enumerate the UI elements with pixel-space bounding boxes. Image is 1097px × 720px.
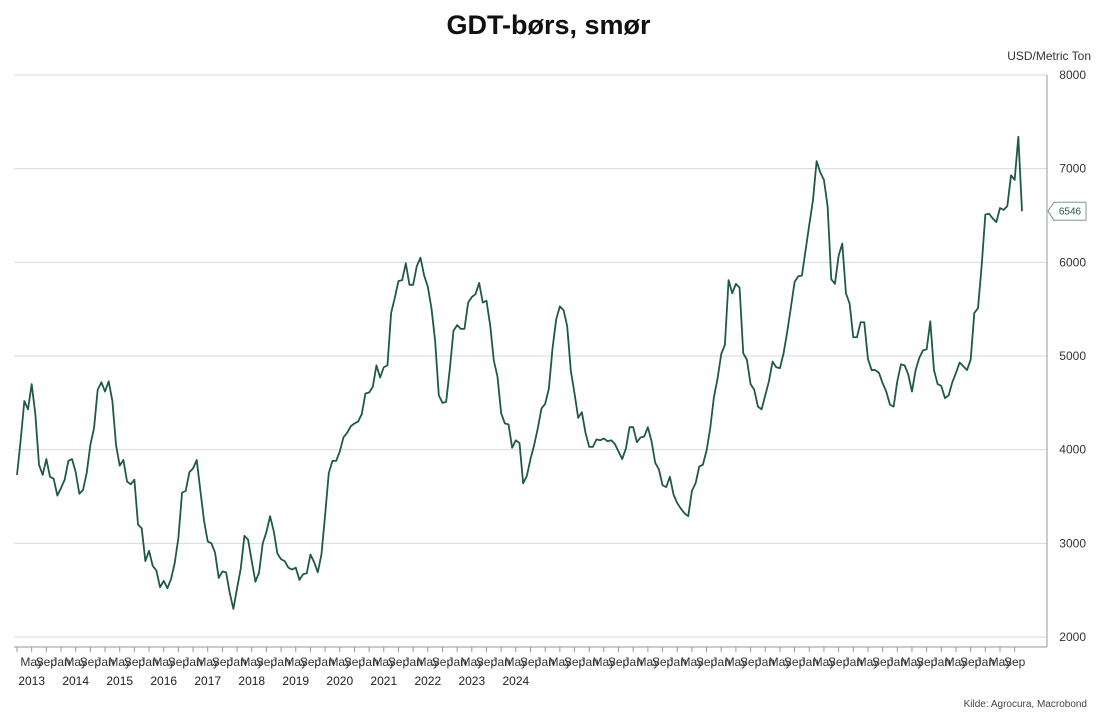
y-tick-label-3000: 3000 <box>1059 536 1086 550</box>
last-value-label: 6546 <box>1059 207 1082 218</box>
x-tick-label-216: Jan <box>800 655 819 669</box>
x-tick-label-96: Jan <box>359 655 378 669</box>
x-tick-label-140: Sep <box>520 655 542 669</box>
x-tick-label-44: Sep <box>168 655 190 669</box>
axes <box>14 75 1048 652</box>
tick-labels: 2000300040005000600070008000MaySepJanMay… <box>18 68 1087 688</box>
x-tick-label-56: Sep <box>212 655 234 669</box>
x-tick-label-124: May <box>460 655 483 669</box>
series-layer <box>16 135 1023 610</box>
x-tick-label-228: Jan <box>844 655 863 669</box>
y-axis-unit-label: USD/Metric Ton <box>1007 49 1091 63</box>
x-tick-label-248: Sep <box>916 655 938 669</box>
year-label-2015: 2015 <box>106 674 133 688</box>
x-tick-label-52: May <box>196 655 219 669</box>
x-tick-label-220: May <box>813 655 836 669</box>
x-tick-label-232: May <box>857 655 880 669</box>
x-tick-label-20: Sep <box>80 655 102 669</box>
source-label: Kilde: Agrocura, Macrobond <box>963 699 1087 710</box>
chart-title: GDT-børs, smør <box>446 10 651 40</box>
year-label-2017: 2017 <box>194 674 221 688</box>
year-label-2021: 2021 <box>370 674 397 688</box>
x-tick-label-132: Jan <box>491 655 510 669</box>
x-tick-label-256: May <box>945 655 968 669</box>
y-tick-label-2000: 2000 <box>1059 630 1086 644</box>
x-tick-label-264: Jan <box>976 655 995 669</box>
x-tick-label-24: Jan <box>95 655 114 669</box>
x-tick-label-196: May <box>725 655 748 669</box>
x-tick-label-36: Jan <box>139 655 158 669</box>
x-tick-label-160: May <box>593 655 616 669</box>
year-label-2020: 2020 <box>326 674 353 688</box>
year-label-2019: 2019 <box>282 674 309 688</box>
x-tick-label-176: Sep <box>652 655 674 669</box>
y-tick-label-6000: 6000 <box>1059 255 1086 269</box>
x-tick-label-208: May <box>769 655 792 669</box>
x-tick-label-104: Sep <box>388 655 410 669</box>
x-tick-label-268: May <box>989 655 1012 669</box>
series-line <box>16 135 1023 610</box>
x-tick-label-204: Jan <box>756 655 775 669</box>
x-tick-label-164: Sep <box>608 655 630 669</box>
x-tick-label-32: Sep <box>124 655 146 669</box>
y-tick-label-5000: 5000 <box>1059 349 1086 363</box>
year-label-2024: 2024 <box>502 674 529 688</box>
x-tick-label-136: May <box>504 655 527 669</box>
x-tick-label-272: Sep <box>1004 655 1026 669</box>
x-tick-label-108: Jan <box>403 655 422 669</box>
x-tick-label-68: Sep <box>256 655 278 669</box>
x-tick-label-212: Sep <box>784 655 806 669</box>
x-tick-label-168: Jan <box>624 655 643 669</box>
x-tick-label-28: May <box>108 655 131 669</box>
x-tick-label-64: May <box>240 655 263 669</box>
year-label-2023: 2023 <box>458 674 485 688</box>
x-tick-label-184: May <box>681 655 704 669</box>
y-tick-label-8000: 8000 <box>1059 68 1086 82</box>
x-tick-label-88: May <box>328 655 351 669</box>
x-tick-label-252: Jan <box>932 655 951 669</box>
x-tick-label-72: Jan <box>271 655 290 669</box>
x-tick-label-40: May <box>152 655 175 669</box>
x-tick-label-4: May <box>20 655 43 669</box>
x-tick-label-8: Sep <box>36 655 58 669</box>
x-tick-label-148: May <box>549 655 572 669</box>
year-label-2022: 2022 <box>414 674 441 688</box>
x-tick-label-16: May <box>64 655 87 669</box>
x-tick-label-92: Sep <box>344 655 366 669</box>
x-tick-label-152: Sep <box>564 655 586 669</box>
x-tick-label-244: May <box>901 655 924 669</box>
x-tick-label-112: May <box>416 655 439 669</box>
y-tick-label-4000: 4000 <box>1059 443 1086 457</box>
x-tick-label-180: Jan <box>668 655 687 669</box>
x-tick-label-84: Jan <box>315 655 334 669</box>
x-tick-label-260: Sep <box>960 655 982 669</box>
x-tick-label-172: May <box>637 655 660 669</box>
x-tick-label-60: Jan <box>227 655 246 669</box>
x-tick-label-80: Sep <box>300 655 322 669</box>
x-tick-label-200: Sep <box>740 655 762 669</box>
year-label-2013: 2013 <box>18 674 45 688</box>
x-tick-label-224: Sep <box>828 655 850 669</box>
gridlines <box>14 74 1047 638</box>
year-label-2016: 2016 <box>150 674 177 688</box>
x-tick-label-120: Jan <box>447 655 466 669</box>
x-tick-label-236: Sep <box>872 655 894 669</box>
x-tick-label-156: Jan <box>580 655 599 669</box>
x-tick-label-100: May <box>372 655 395 669</box>
x-tick-label-48: Jan <box>183 655 202 669</box>
x-tick-label-240: Jan <box>888 655 907 669</box>
last-value-flag <box>1047 201 1087 221</box>
x-tick-label-76: May <box>284 655 307 669</box>
x-tick-label-188: Sep <box>696 655 718 669</box>
x-tick-label-12: Jan <box>51 655 70 669</box>
x-tick-label-144: Jan <box>535 655 554 669</box>
year-label-2018: 2018 <box>238 674 265 688</box>
y-tick-label-7000: 7000 <box>1059 162 1086 176</box>
x-tick-label-192: Jan <box>712 655 731 669</box>
x-tick-label-116: Sep <box>432 655 454 669</box>
x-tick-label-128: Sep <box>476 655 498 669</box>
year-label-2014: 2014 <box>62 674 89 688</box>
